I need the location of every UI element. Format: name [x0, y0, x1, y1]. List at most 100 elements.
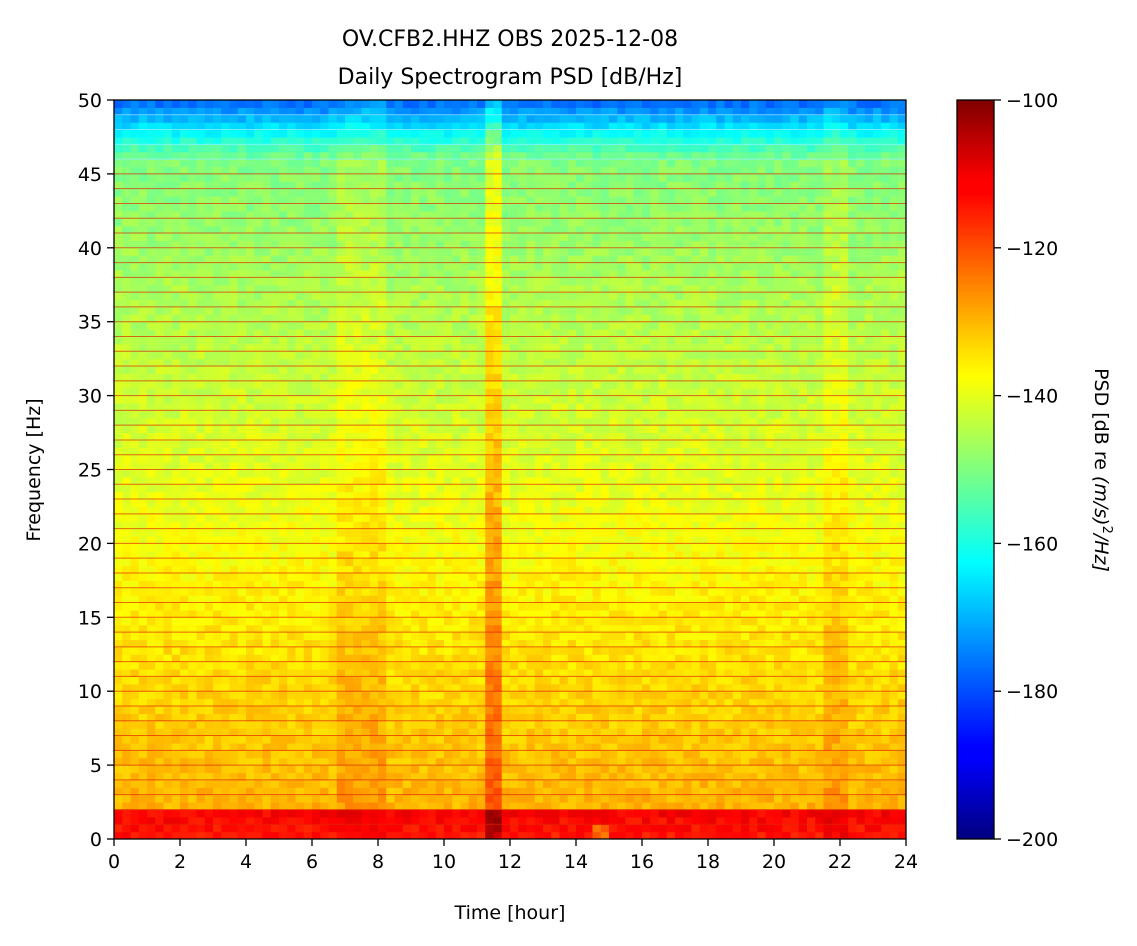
heatmap-cell: [419, 484, 429, 493]
heatmap-cell: [336, 698, 346, 707]
heatmap-cell: [147, 144, 156, 153]
heatmap-cell: [122, 528, 132, 537]
heatmap-cell: [213, 580, 222, 589]
heatmap-cell: [427, 558, 437, 567]
heatmap-cell: [246, 794, 255, 803]
heatmap-cell: [386, 787, 396, 796]
heatmap-cell: [452, 595, 462, 604]
heatmap-cell: [353, 831, 363, 839]
heatmap-cell: [518, 624, 528, 633]
heatmap-cell: [221, 432, 231, 441]
heatmap-cell: [435, 410, 445, 419]
heatmap-cell: [419, 728, 429, 737]
heatmap-cell: [262, 558, 272, 567]
heatmap-cell: [196, 277, 206, 286]
heatmap-cell: [345, 572, 354, 581]
heatmap-cell: [452, 779, 462, 788]
heatmap-cell: [287, 107, 297, 116]
heatmap-cell: [328, 617, 338, 626]
heatmap-cell: [262, 439, 272, 448]
heatmap-cell: [196, 765, 206, 774]
heatmap-cell: [345, 284, 354, 293]
heatmap-cell: [378, 617, 387, 626]
heatmap-cell: [237, 144, 247, 153]
heatmap-cell: [419, 410, 429, 419]
heatmap-cell: [328, 757, 338, 766]
heatmap-cell: [254, 188, 264, 197]
heatmap-cell: [435, 491, 445, 500]
heatmap-cell: [254, 181, 264, 190]
heatmap-cell: [204, 122, 214, 131]
heatmap-cell: [501, 218, 511, 227]
heatmap-cell: [163, 476, 173, 485]
heatmap-cell: [402, 543, 412, 552]
heatmap-cell: [427, 632, 437, 641]
heatmap-cell: [155, 439, 165, 448]
heatmap-cell: [485, 506, 495, 515]
heatmap-cell: [180, 439, 189, 448]
heatmap-cell: [262, 750, 272, 759]
heatmap-cell: [279, 698, 288, 707]
heatmap-cell: [295, 203, 305, 212]
heatmap-cell: [336, 802, 346, 811]
heatmap-cell: [468, 225, 478, 234]
heatmap-cell: [411, 787, 420, 796]
heatmap-cell: [254, 595, 264, 604]
heatmap-cell: [295, 550, 305, 559]
heatmap-cell: [130, 255, 140, 264]
heatmap-cell: [188, 454, 198, 463]
heatmap-cell: [114, 410, 123, 419]
heatmap-cell: [345, 439, 354, 448]
heatmap-cell: [229, 136, 239, 145]
heatmap-cell: [485, 750, 495, 759]
heatmap-cell: [353, 705, 363, 714]
heatmap-cell: [147, 646, 156, 655]
heatmap-cell: [287, 595, 297, 604]
heatmap-cell: [196, 543, 206, 552]
heatmap-cell: [246, 691, 255, 700]
heatmap-cell: [369, 602, 379, 611]
heatmap-cell: [510, 425, 519, 434]
heatmap-cell: [270, 499, 280, 508]
heatmap-cell: [254, 233, 264, 242]
heatmap-cell: [237, 240, 247, 249]
heatmap-cell: [180, 742, 189, 751]
heatmap-cell: [427, 742, 437, 751]
heatmap-cell: [138, 521, 148, 530]
heatmap-cell: [138, 661, 148, 670]
heatmap-cell: [369, 528, 379, 537]
heatmap-cell: [155, 469, 165, 478]
heatmap-cell: [427, 343, 437, 352]
heatmap-cell: [328, 794, 338, 803]
heatmap-cell: [254, 580, 264, 589]
heatmap-cell: [460, 676, 470, 685]
heatmap-cell: [147, 831, 156, 839]
heatmap-cell: [419, 100, 429, 108]
heatmap-cell: [303, 558, 313, 567]
heatmap-cell: [138, 698, 148, 707]
heatmap-cell: [188, 151, 198, 160]
heatmap-cell: [171, 410, 181, 419]
heatmap-cell: [411, 388, 420, 397]
heatmap-cell: [518, 816, 528, 825]
heatmap-cell: [155, 292, 165, 301]
heatmap-cell: [361, 107, 371, 116]
heatmap-cell: [295, 173, 305, 182]
heatmap-cell: [394, 284, 404, 293]
heatmap-cell: [411, 262, 420, 271]
heatmap-cell: [130, 439, 140, 448]
heatmap-cell: [312, 351, 321, 360]
heatmap-cell: [122, 454, 132, 463]
heatmap-cell: [485, 565, 495, 574]
heatmap-cell: [435, 432, 445, 441]
heatmap-cell: [435, 402, 445, 411]
heatmap-cell: [510, 284, 519, 293]
heatmap-cell: [452, 114, 462, 123]
heatmap-cell: [180, 292, 189, 301]
heatmap-cell: [138, 654, 148, 663]
heatmap-cell: [204, 624, 214, 633]
heatmap-cell: [510, 713, 519, 722]
heatmap-cell: [312, 210, 321, 219]
heatmap-cell: [114, 587, 123, 596]
heatmap-cell: [468, 713, 478, 722]
